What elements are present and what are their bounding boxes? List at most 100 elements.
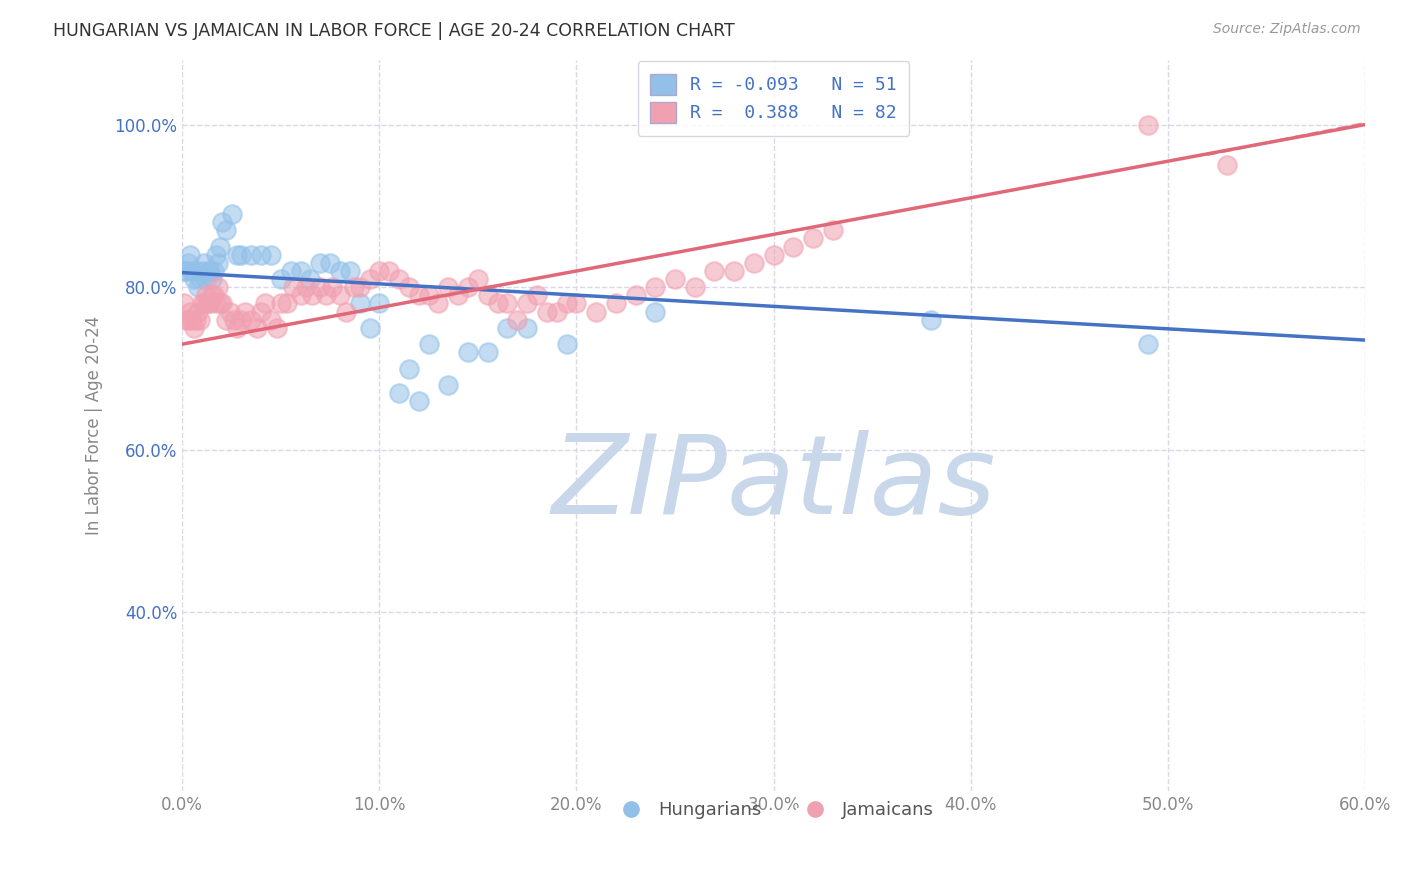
Point <box>408 288 430 302</box>
Point <box>1137 118 1160 132</box>
Point <box>427 296 450 310</box>
Point <box>260 312 283 326</box>
Point <box>349 296 371 310</box>
Point <box>408 394 430 409</box>
Point <box>221 207 243 221</box>
Text: HUNGARIAN VS JAMAICAN IN LABOR FORCE | AGE 20-24 CORRELATION CHART: HUNGARIAN VS JAMAICAN IN LABOR FORCE | A… <box>53 22 735 40</box>
Point <box>179 304 201 318</box>
Point <box>516 321 538 335</box>
Point <box>349 280 371 294</box>
Point <box>198 264 221 278</box>
Point <box>378 264 401 278</box>
Point <box>207 256 229 270</box>
Point <box>174 312 197 326</box>
Point <box>920 312 942 326</box>
Point <box>486 296 509 310</box>
Point <box>477 288 499 302</box>
Point <box>266 321 288 335</box>
Point <box>246 321 269 335</box>
Point <box>214 312 236 326</box>
Point <box>226 321 249 335</box>
Point <box>191 264 214 278</box>
Point <box>321 280 343 294</box>
Point <box>319 256 342 270</box>
Point <box>388 386 411 401</box>
Point <box>703 264 725 278</box>
Point <box>299 272 322 286</box>
Point <box>359 321 381 335</box>
Point <box>516 296 538 310</box>
Point <box>201 288 224 302</box>
Point <box>202 288 225 302</box>
Point <box>183 272 205 286</box>
Point <box>281 280 304 294</box>
Point <box>329 288 352 302</box>
Point <box>526 288 548 302</box>
Point <box>183 321 205 335</box>
Point <box>197 264 219 278</box>
Point <box>184 312 207 326</box>
Point <box>202 264 225 278</box>
Point <box>496 296 519 310</box>
Point <box>723 264 745 278</box>
Point <box>555 296 578 310</box>
Point <box>457 280 479 294</box>
Point <box>368 264 391 278</box>
Point <box>187 304 209 318</box>
Point <box>624 288 647 302</box>
Point <box>437 280 460 294</box>
Point <box>343 280 366 294</box>
Point <box>187 280 209 294</box>
Point <box>585 304 607 318</box>
Point <box>184 264 207 278</box>
Point <box>290 264 312 278</box>
Point <box>782 239 804 253</box>
Point <box>546 304 568 318</box>
Point <box>204 296 226 310</box>
Point <box>201 272 224 286</box>
Point <box>398 280 420 294</box>
Point <box>315 288 337 302</box>
Point <box>457 345 479 359</box>
Point <box>467 272 489 286</box>
Point <box>644 280 666 294</box>
Legend: Hungarians, Jamaicans: Hungarians, Jamaicans <box>606 794 942 826</box>
Point <box>309 256 332 270</box>
Y-axis label: In Labor Force | Age 20-24: In Labor Force | Age 20-24 <box>86 316 103 535</box>
Point <box>181 312 204 326</box>
Point <box>329 264 352 278</box>
Point <box>301 288 323 302</box>
Point <box>418 288 440 302</box>
Point <box>821 223 844 237</box>
Point <box>179 248 201 262</box>
Point <box>270 272 292 286</box>
Point <box>254 296 277 310</box>
Point <box>555 337 578 351</box>
Point <box>207 280 229 294</box>
Point <box>290 288 312 302</box>
Point <box>270 296 292 310</box>
Point <box>226 248 249 262</box>
Point <box>222 312 245 326</box>
Point <box>280 264 302 278</box>
Point <box>194 272 217 286</box>
Point <box>181 264 204 278</box>
Point <box>177 256 200 270</box>
Point <box>240 248 263 262</box>
Point <box>506 312 529 326</box>
Point <box>359 272 381 286</box>
Point <box>250 304 273 318</box>
Point <box>231 312 253 326</box>
Point <box>173 296 195 310</box>
Text: ZIPatlas: ZIPatlas <box>551 431 995 538</box>
Point <box>260 248 283 262</box>
Point <box>1137 337 1160 351</box>
Text: Source: ZipAtlas.com: Source: ZipAtlas.com <box>1213 22 1361 37</box>
Point <box>276 296 298 310</box>
Point <box>198 296 221 310</box>
Point <box>335 304 357 318</box>
Point <box>742 256 765 270</box>
Point <box>496 321 519 335</box>
Point <box>193 256 215 270</box>
Point <box>204 248 226 262</box>
